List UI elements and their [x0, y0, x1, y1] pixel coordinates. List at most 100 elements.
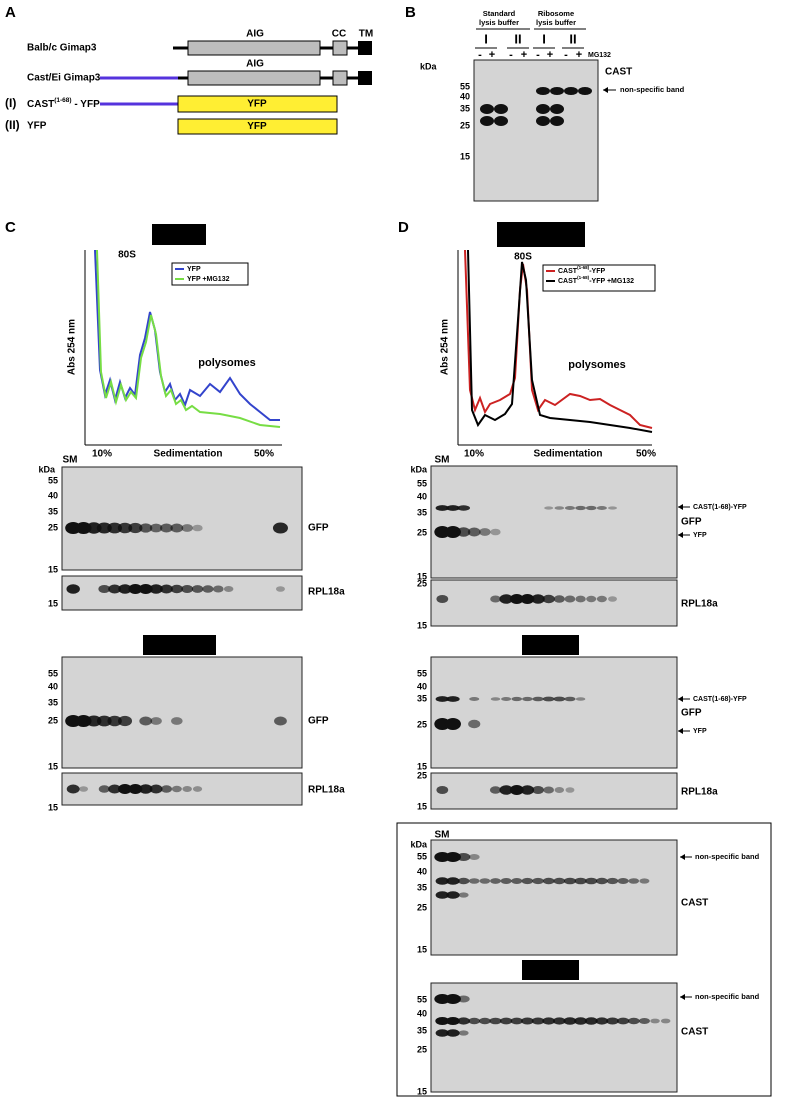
- band: [458, 892, 469, 898]
- marker-label: 40: [417, 491, 427, 501]
- treatment-sign: -: [478, 49, 482, 61]
- band: [435, 891, 450, 899]
- band: [149, 584, 163, 594]
- band: [468, 878, 480, 884]
- axis-label: 50%: [636, 449, 656, 460]
- treatment-sign: +: [547, 49, 553, 61]
- arrow-head: [680, 854, 685, 860]
- marker-label: 40: [417, 1008, 427, 1018]
- blot: [430, 579, 678, 627]
- band: [489, 1017, 502, 1025]
- band: [435, 1029, 450, 1037]
- band: [96, 522, 112, 534]
- marker-label: 55: [460, 81, 470, 91]
- band: [107, 522, 122, 534]
- band: [596, 595, 607, 603]
- band: [117, 715, 133, 727]
- band: [212, 585, 224, 593]
- buffer-label: Ribosome: [538, 9, 574, 18]
- marker-label: 15: [417, 571, 427, 581]
- antibody-label: CAST: [681, 1027, 708, 1038]
- band: [98, 585, 111, 593]
- band: [170, 523, 184, 533]
- band: [543, 786, 555, 794]
- marker-label: 40: [48, 490, 58, 500]
- band: [480, 104, 494, 114]
- marker-label: 40: [417, 681, 427, 691]
- band: [536, 116, 550, 126]
- superscript: (1-68): [577, 275, 590, 280]
- band: [182, 786, 192, 792]
- marker-label: 40: [417, 866, 427, 876]
- marker-label: 55: [417, 994, 427, 1004]
- legend: [171, 262, 249, 286]
- band: [457, 995, 470, 1003]
- marker-label: 15: [417, 801, 427, 811]
- band: [446, 1029, 460, 1037]
- treatment-title: +MG132: [527, 637, 574, 651]
- blot: [430, 465, 678, 579]
- band: [574, 1017, 588, 1025]
- group-label: I: [484, 31, 488, 46]
- label-part: -YFP: [554, 228, 581, 242]
- annotation: YFP: [693, 532, 707, 539]
- band: [542, 696, 555, 702]
- marker-label: 35: [417, 693, 427, 703]
- construct-name: CAST(1-68) - YFP: [27, 97, 100, 110]
- marker-label: 55: [417, 668, 427, 678]
- band: [181, 524, 193, 532]
- band: [578, 87, 592, 95]
- antibody-label: GFP: [308, 716, 329, 727]
- title-box: [152, 224, 206, 245]
- band: [650, 1018, 660, 1024]
- marker-label: 25: [417, 1044, 427, 1054]
- band: [564, 595, 576, 603]
- superscript: (1-68): [54, 97, 71, 104]
- profile-trace: [96, 249, 281, 428]
- lane-label: SM: [63, 455, 78, 466]
- band: [108, 784, 122, 794]
- band: [192, 524, 203, 532]
- band: [436, 786, 449, 794]
- superscript: (1-68): [577, 265, 590, 270]
- marker-label: 35: [417, 1025, 427, 1035]
- band: [660, 1018, 671, 1024]
- annotation: CAST(1-68)-YFP: [693, 696, 747, 703]
- blot: [430, 982, 678, 1093]
- band: [275, 586, 285, 592]
- band: [574, 877, 587, 885]
- title-box: [522, 960, 579, 980]
- marker-label: 15: [48, 761, 58, 771]
- peak-label: 80S: [118, 250, 136, 261]
- unit-label: kDa: [38, 464, 56, 474]
- band: [468, 719, 481, 729]
- band: [509, 785, 524, 795]
- antibody-label: RPL18a: [308, 785, 345, 796]
- band: [128, 784, 143, 794]
- domain-label: CC: [332, 29, 346, 40]
- label-part: - YFP: [72, 99, 100, 110]
- band: [445, 1017, 460, 1025]
- marker-label: 15: [417, 761, 427, 771]
- unit-label: kDa: [410, 464, 428, 474]
- band: [490, 528, 501, 536]
- marker-label: 15: [417, 1086, 427, 1096]
- band: [553, 696, 566, 702]
- antibody-label: RPL18a: [681, 599, 718, 610]
- band: [457, 877, 470, 885]
- marker-label: 40: [460, 91, 470, 101]
- band: [509, 594, 524, 604]
- treatment-sign: +: [489, 49, 495, 61]
- band: [595, 1017, 609, 1025]
- domain-box: [358, 71, 372, 85]
- antibody-label: RPL18a: [681, 787, 718, 798]
- band: [138, 584, 153, 594]
- title-box: [522, 635, 579, 655]
- band: [444, 526, 461, 538]
- label-part: CAST: [558, 268, 578, 275]
- superscript: (1-68): [533, 226, 554, 235]
- marker-label: 25: [417, 527, 427, 537]
- band: [435, 505, 450, 511]
- buffer-label: lysis buffer: [536, 18, 576, 27]
- treatment-sign: +: [521, 49, 527, 61]
